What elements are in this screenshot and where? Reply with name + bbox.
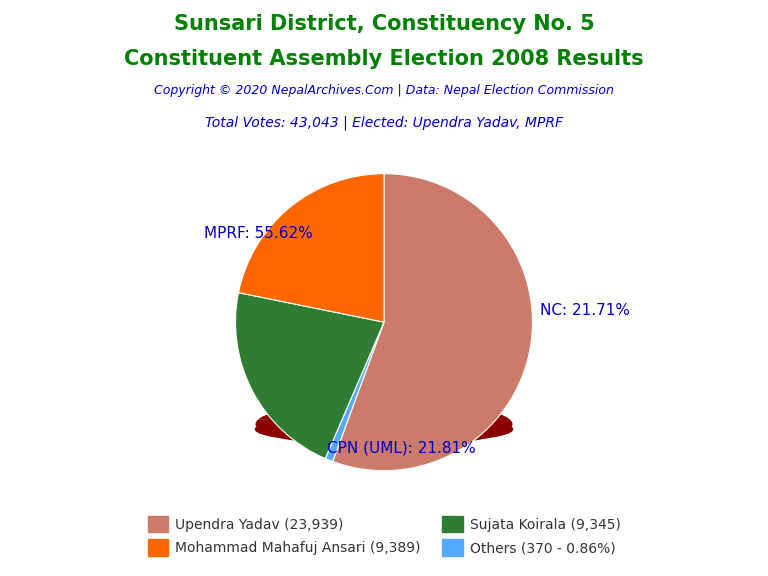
Text: Total Votes: 43,043 | Elected: Upendra Yadav, MPRF: Total Votes: 43,043 | Elected: Upendra Y… [205,115,563,130]
Wedge shape [236,293,384,458]
Wedge shape [256,419,384,445]
Text: Copyright © 2020 NepalArchives.Com | Data: Nepal Election Commission: Copyright © 2020 NepalArchives.Com | Dat… [154,84,614,97]
Text: NC: 21.71%: NC: 21.71% [540,303,630,318]
Wedge shape [339,401,512,447]
Text: CPN (UML): 21.81%: CPN (UML): 21.81% [327,441,476,456]
Wedge shape [325,322,384,461]
Legend: Upendra Yadav (23,939), Mohammad Mahafuj Ansari (9,389), Sujata Koirala (9,345),: Upendra Yadav (23,939), Mohammad Mahafuj… [141,509,627,563]
Wedge shape [333,424,384,446]
Wedge shape [333,174,532,471]
Text: Sunsari District, Constituency No. 5: Sunsari District, Constituency No. 5 [174,14,594,35]
Wedge shape [258,401,384,424]
Text: Constituent Assembly Election 2008 Results: Constituent Assembly Election 2008 Resul… [124,49,644,69]
Ellipse shape [256,415,512,444]
Text: MPRF: 55.62%: MPRF: 55.62% [204,226,313,241]
Wedge shape [239,174,384,322]
